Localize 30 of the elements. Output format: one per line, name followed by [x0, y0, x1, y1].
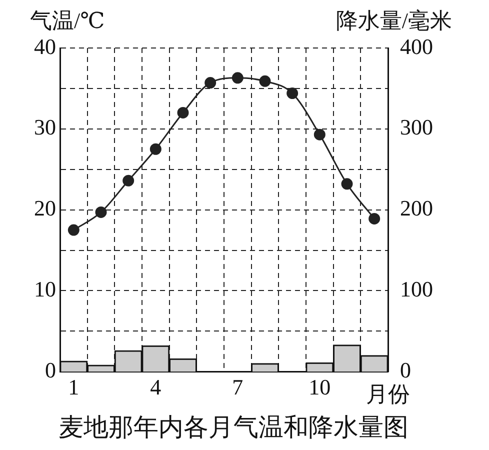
- x-axis-title: 月份: [366, 382, 410, 407]
- point: [68, 224, 80, 236]
- text: 麦地那年内各月气温和降水量图: [58, 414, 408, 442]
- point: [122, 174, 134, 186]
- y2-tick-label: 0: [400, 357, 411, 382]
- point: [368, 212, 380, 224]
- y2-axis-title: 降水量/毫米: [336, 8, 452, 33]
- y2-tick-label: 300: [400, 114, 433, 140]
- x-tick-label: 4: [150, 374, 162, 400]
- point: [286, 88, 298, 100]
- y2-tick-label: 400: [400, 34, 433, 59]
- point: [314, 128, 326, 140]
- x-tick-label: 10: [308, 374, 331, 400]
- point: [150, 143, 162, 155]
- y2-tick-label: 100: [400, 276, 433, 302]
- y2-tick-label: 200: [400, 196, 433, 221]
- point: [204, 77, 216, 89]
- point: [232, 72, 244, 84]
- x-tick-label: 7: [232, 374, 244, 400]
- y-tick-label: 10: [34, 276, 56, 302]
- point: [341, 178, 353, 190]
- y-tick-label: 40: [34, 34, 56, 59]
- y-tick-label: 30: [34, 114, 56, 140]
- point: [259, 75, 271, 87]
- y-axis-title: 气温/℃: [30, 8, 105, 33]
- point: [177, 106, 189, 118]
- y-tick-label: 0: [45, 357, 56, 382]
- y-tick-label: 20: [34, 196, 56, 221]
- x-tick-label: 1: [68, 374, 80, 400]
- point: [95, 206, 107, 218]
